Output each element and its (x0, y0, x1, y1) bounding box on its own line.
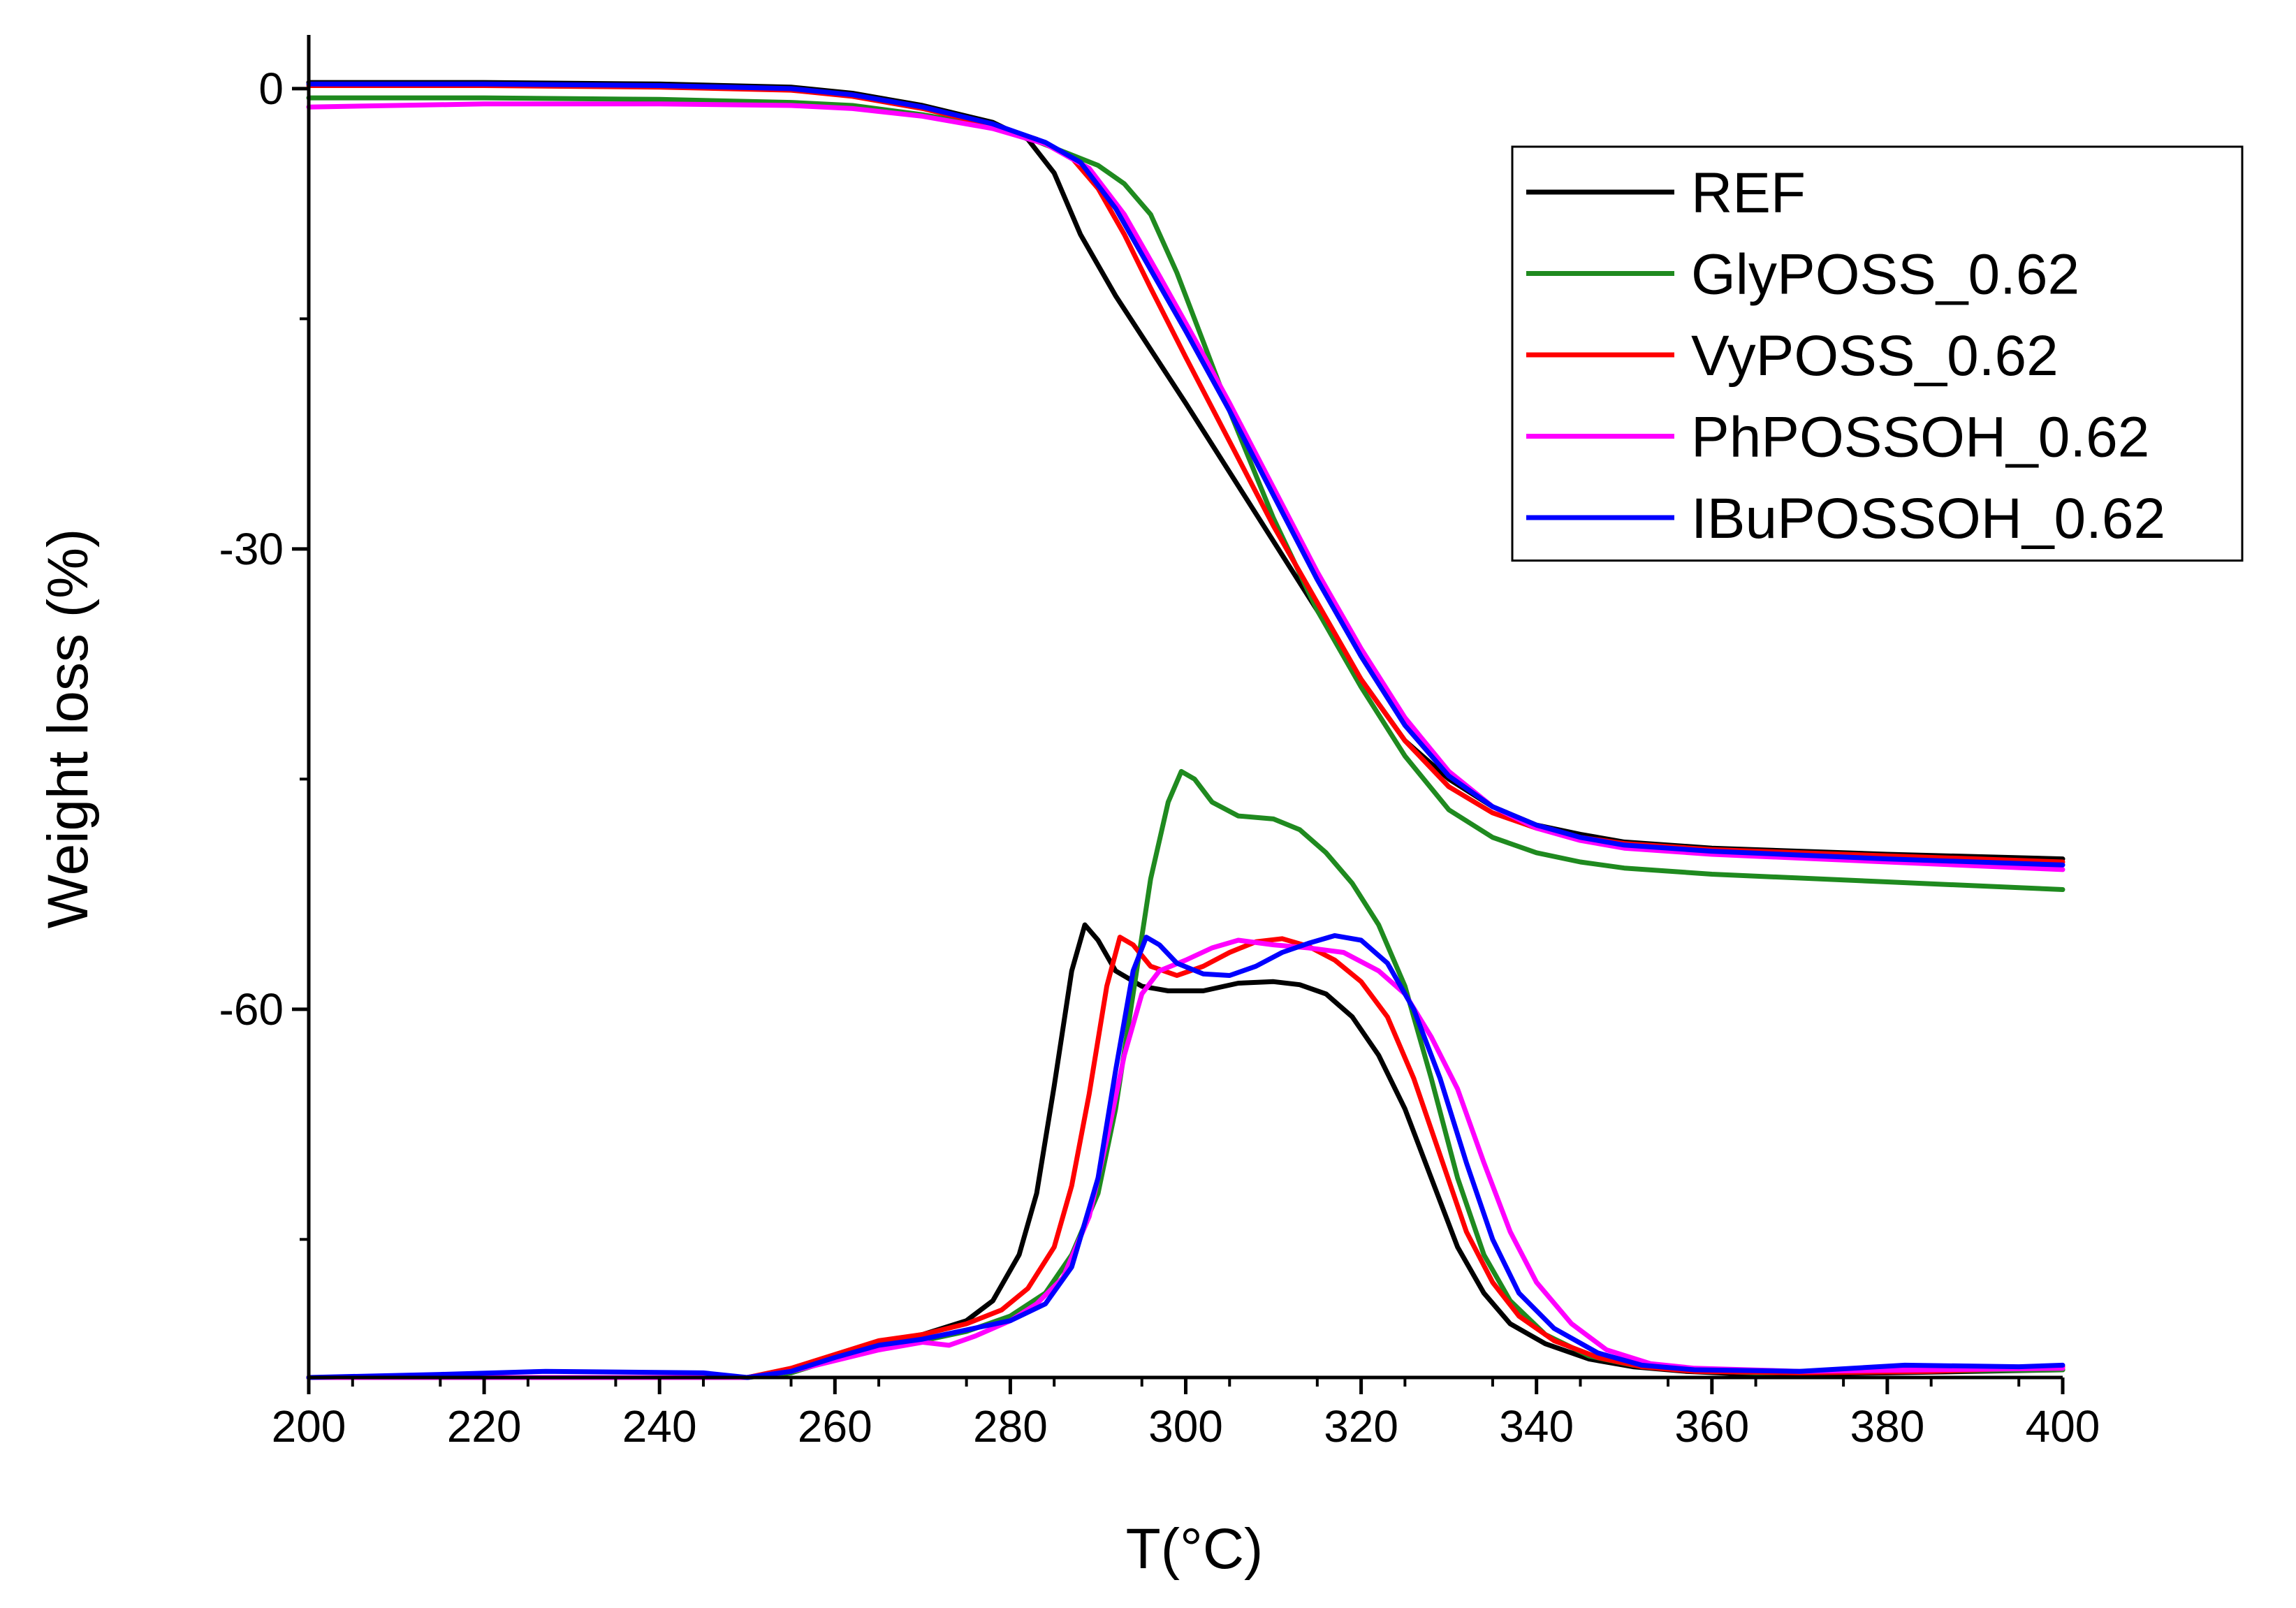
series-tga-line-ibupossoh-0-62 (306, 81, 2065, 868)
x-tick-label: 360 (1674, 1401, 1749, 1452)
x-tick-label: 240 (622, 1401, 697, 1452)
axes-layer: 200 220 240 260 280 300 320 340 360 380 400 0 -30 -60 (219, 35, 2100, 1452)
x-tick-label: 280 (973, 1401, 1048, 1452)
legend-label: PhPOSSOH_0.62 (1691, 406, 2149, 469)
legend-label: IBuPOSSOH_0.62 (1691, 487, 2165, 550)
x-tick-label: 260 (798, 1401, 872, 1452)
x-tick-label: 340 (1499, 1401, 1574, 1452)
x-tick-label: 220 (447, 1401, 522, 1452)
legend: REF GlyPOSS_0.62 VyPOSS_0.62 PhPOSSOH_0.62 I… (1511, 145, 2244, 562)
series-layer (306, 80, 2065, 1380)
series-dtg-line-ibupossoh-0-62 (306, 933, 2065, 1380)
series-dtg-line-ref (306, 922, 2065, 1380)
legend-label: VyPOSS_0.62 (1691, 324, 2059, 388)
x-axis-title: T(°C) (1126, 1517, 1264, 1581)
y-tick-label: -60 (219, 984, 284, 1035)
y-tick-label: -30 (219, 524, 284, 574)
x-tick-label: 300 (1148, 1401, 1223, 1452)
series-tga-line-glyposs-0-62 (306, 95, 2065, 892)
legend-label: GlyPOSS_0.62 (1691, 243, 2079, 307)
legend-label: REF (1691, 161, 1806, 225)
series-tga-line-phpossoh-0-62 (306, 101, 2065, 872)
x-tick-label: 380 (1850, 1401, 1925, 1452)
series-dtg-line-phpossoh-0-62 (306, 937, 2065, 1380)
y-axis-title: Weight loss (%) (36, 529, 100, 929)
series-dtg-line-vyposs-0-62 (306, 935, 2065, 1380)
y-tick-label: 0 (258, 64, 284, 114)
x-tick-label: 200 (272, 1401, 346, 1452)
x-tick-label: 320 (1324, 1401, 1398, 1452)
x-tick-label: 400 (2026, 1401, 2100, 1452)
